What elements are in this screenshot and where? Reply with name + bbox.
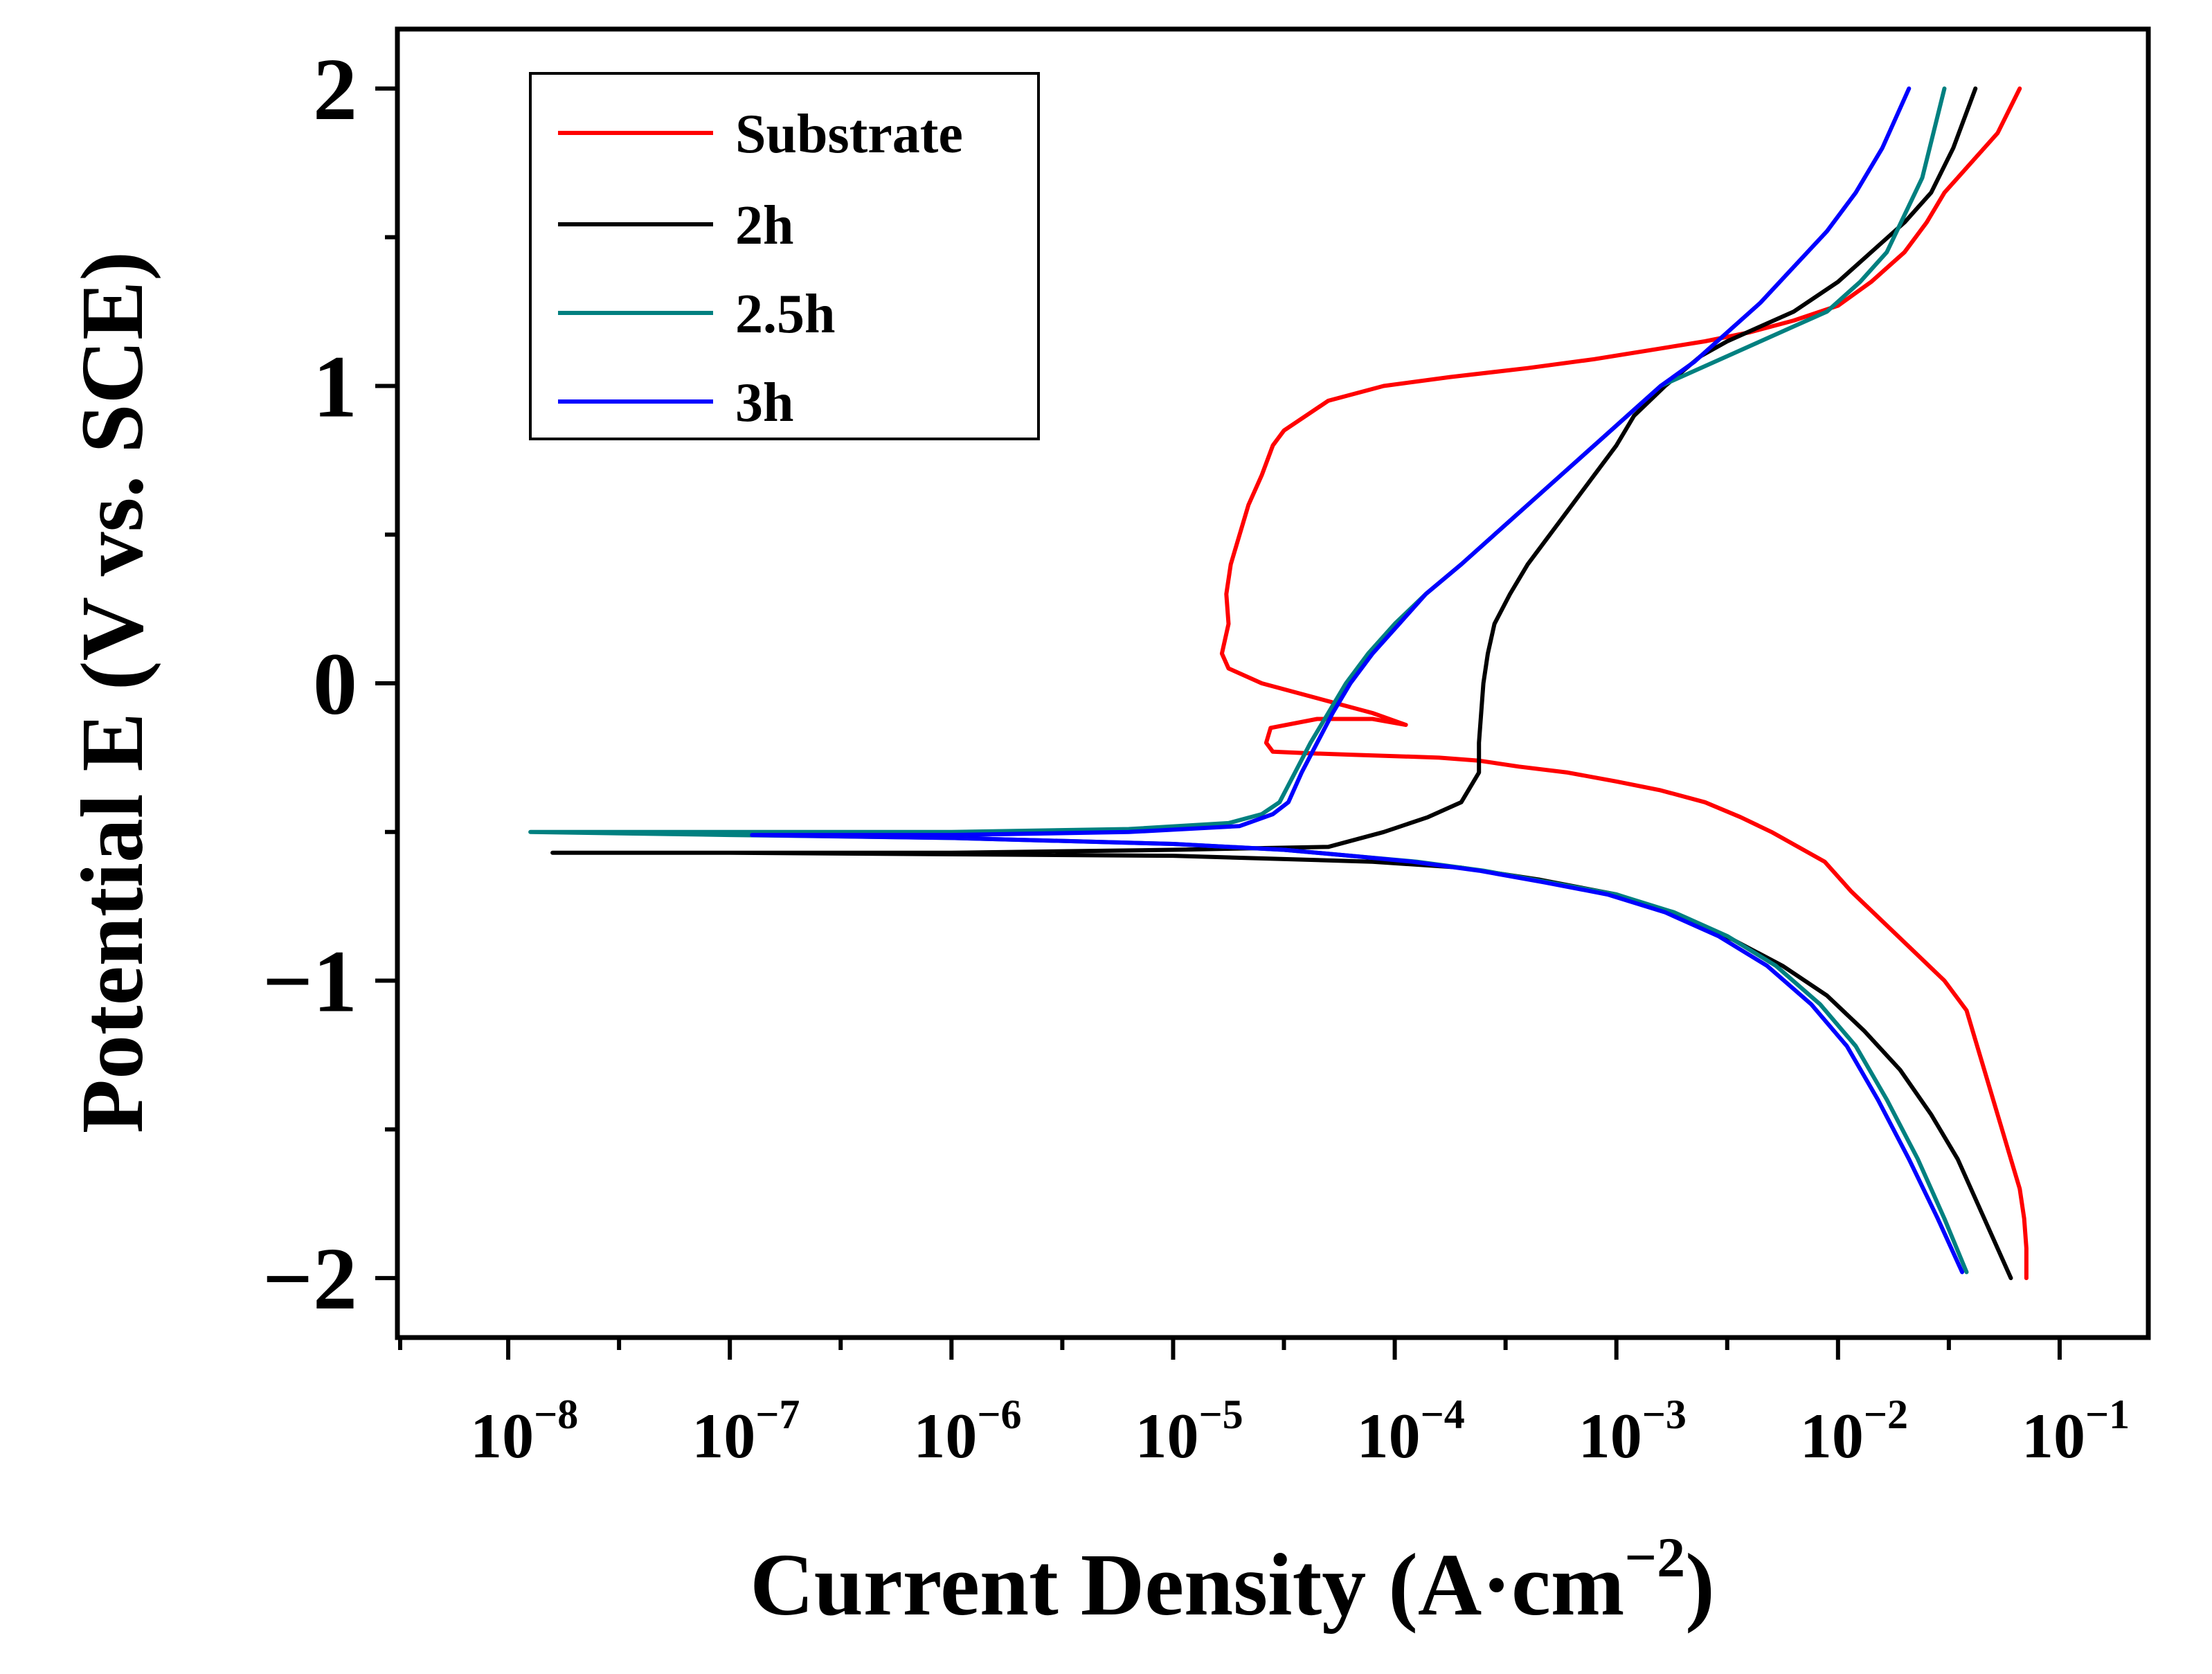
legend-label: 2h	[735, 195, 794, 256]
x-tick-label: 10−1	[2022, 1392, 2130, 1471]
plot-lines	[528, 86, 2029, 1281]
y-tick-label: −2	[262, 1230, 357, 1328]
x-tick-label-exponent: −6	[977, 1392, 1021, 1437]
x-tick-label-exponent: −5	[1198, 1392, 1243, 1437]
x-tick-label-exponent: −2	[1864, 1392, 1908, 1437]
x-tick-label-exponent: −7	[755, 1392, 800, 1437]
legend-label: 3h	[735, 372, 794, 433]
series-line-3h	[750, 86, 1965, 1275]
x-tick-label-exponent: −3	[1642, 1392, 1687, 1437]
x-axis-title-exponent: −2	[1624, 1526, 1685, 1589]
legend: Substrate 2h 2.5h 3h	[529, 72, 1040, 440]
x-tick-label: 10−6	[913, 1392, 1021, 1471]
y-tick-label: −1	[262, 933, 357, 1031]
y-tick-label: 0	[313, 635, 357, 733]
series-line-2-5h	[528, 86, 1969, 1275]
x-tick-label-base: 10	[2022, 1401, 2085, 1471]
x-tick-label-base: 10	[692, 1401, 755, 1471]
series-line-substrate	[1219, 86, 2029, 1281]
y-axis-title: Potential E (V vs. SCE)	[63, 251, 161, 1133]
y-tick-label: 2	[313, 40, 357, 138]
x-axis-title: Current Density (A·cm−2)	[750, 1526, 1715, 1634]
x-tick-label-base: 10	[470, 1401, 534, 1471]
x-tick-label: 10−3	[1579, 1392, 1687, 1471]
x-tick-label: 10−8	[470, 1392, 578, 1471]
x-tick-label-base: 10	[1135, 1401, 1198, 1471]
x-tick-label: 10−5	[1135, 1392, 1243, 1471]
y-tick-label: 1	[313, 337, 357, 435]
x-tick-label-base: 10	[913, 1401, 977, 1471]
x-tick-label-exponent: −8	[534, 1392, 578, 1437]
x-tick-label-base: 10	[1800, 1401, 1864, 1471]
x-axis-title-text: Current Density (A·cm	[750, 1536, 1624, 1634]
legend-label: 2.5h	[735, 284, 836, 345]
x-axis-title-close: )	[1685, 1536, 1715, 1634]
legend-label: Substrate	[735, 104, 963, 165]
x-tick-label: 10−7	[692, 1392, 800, 1471]
x-tick-label: 10−4	[1357, 1392, 1465, 1471]
x-tick-label-base: 10	[1579, 1401, 1642, 1471]
x-tick-label: 10−2	[1800, 1392, 1908, 1471]
x-tick-label-base: 10	[1357, 1401, 1421, 1471]
x-tick-label-exponent: −4	[1421, 1392, 1465, 1437]
x-tick-label-exponent: −1	[2085, 1392, 2130, 1437]
